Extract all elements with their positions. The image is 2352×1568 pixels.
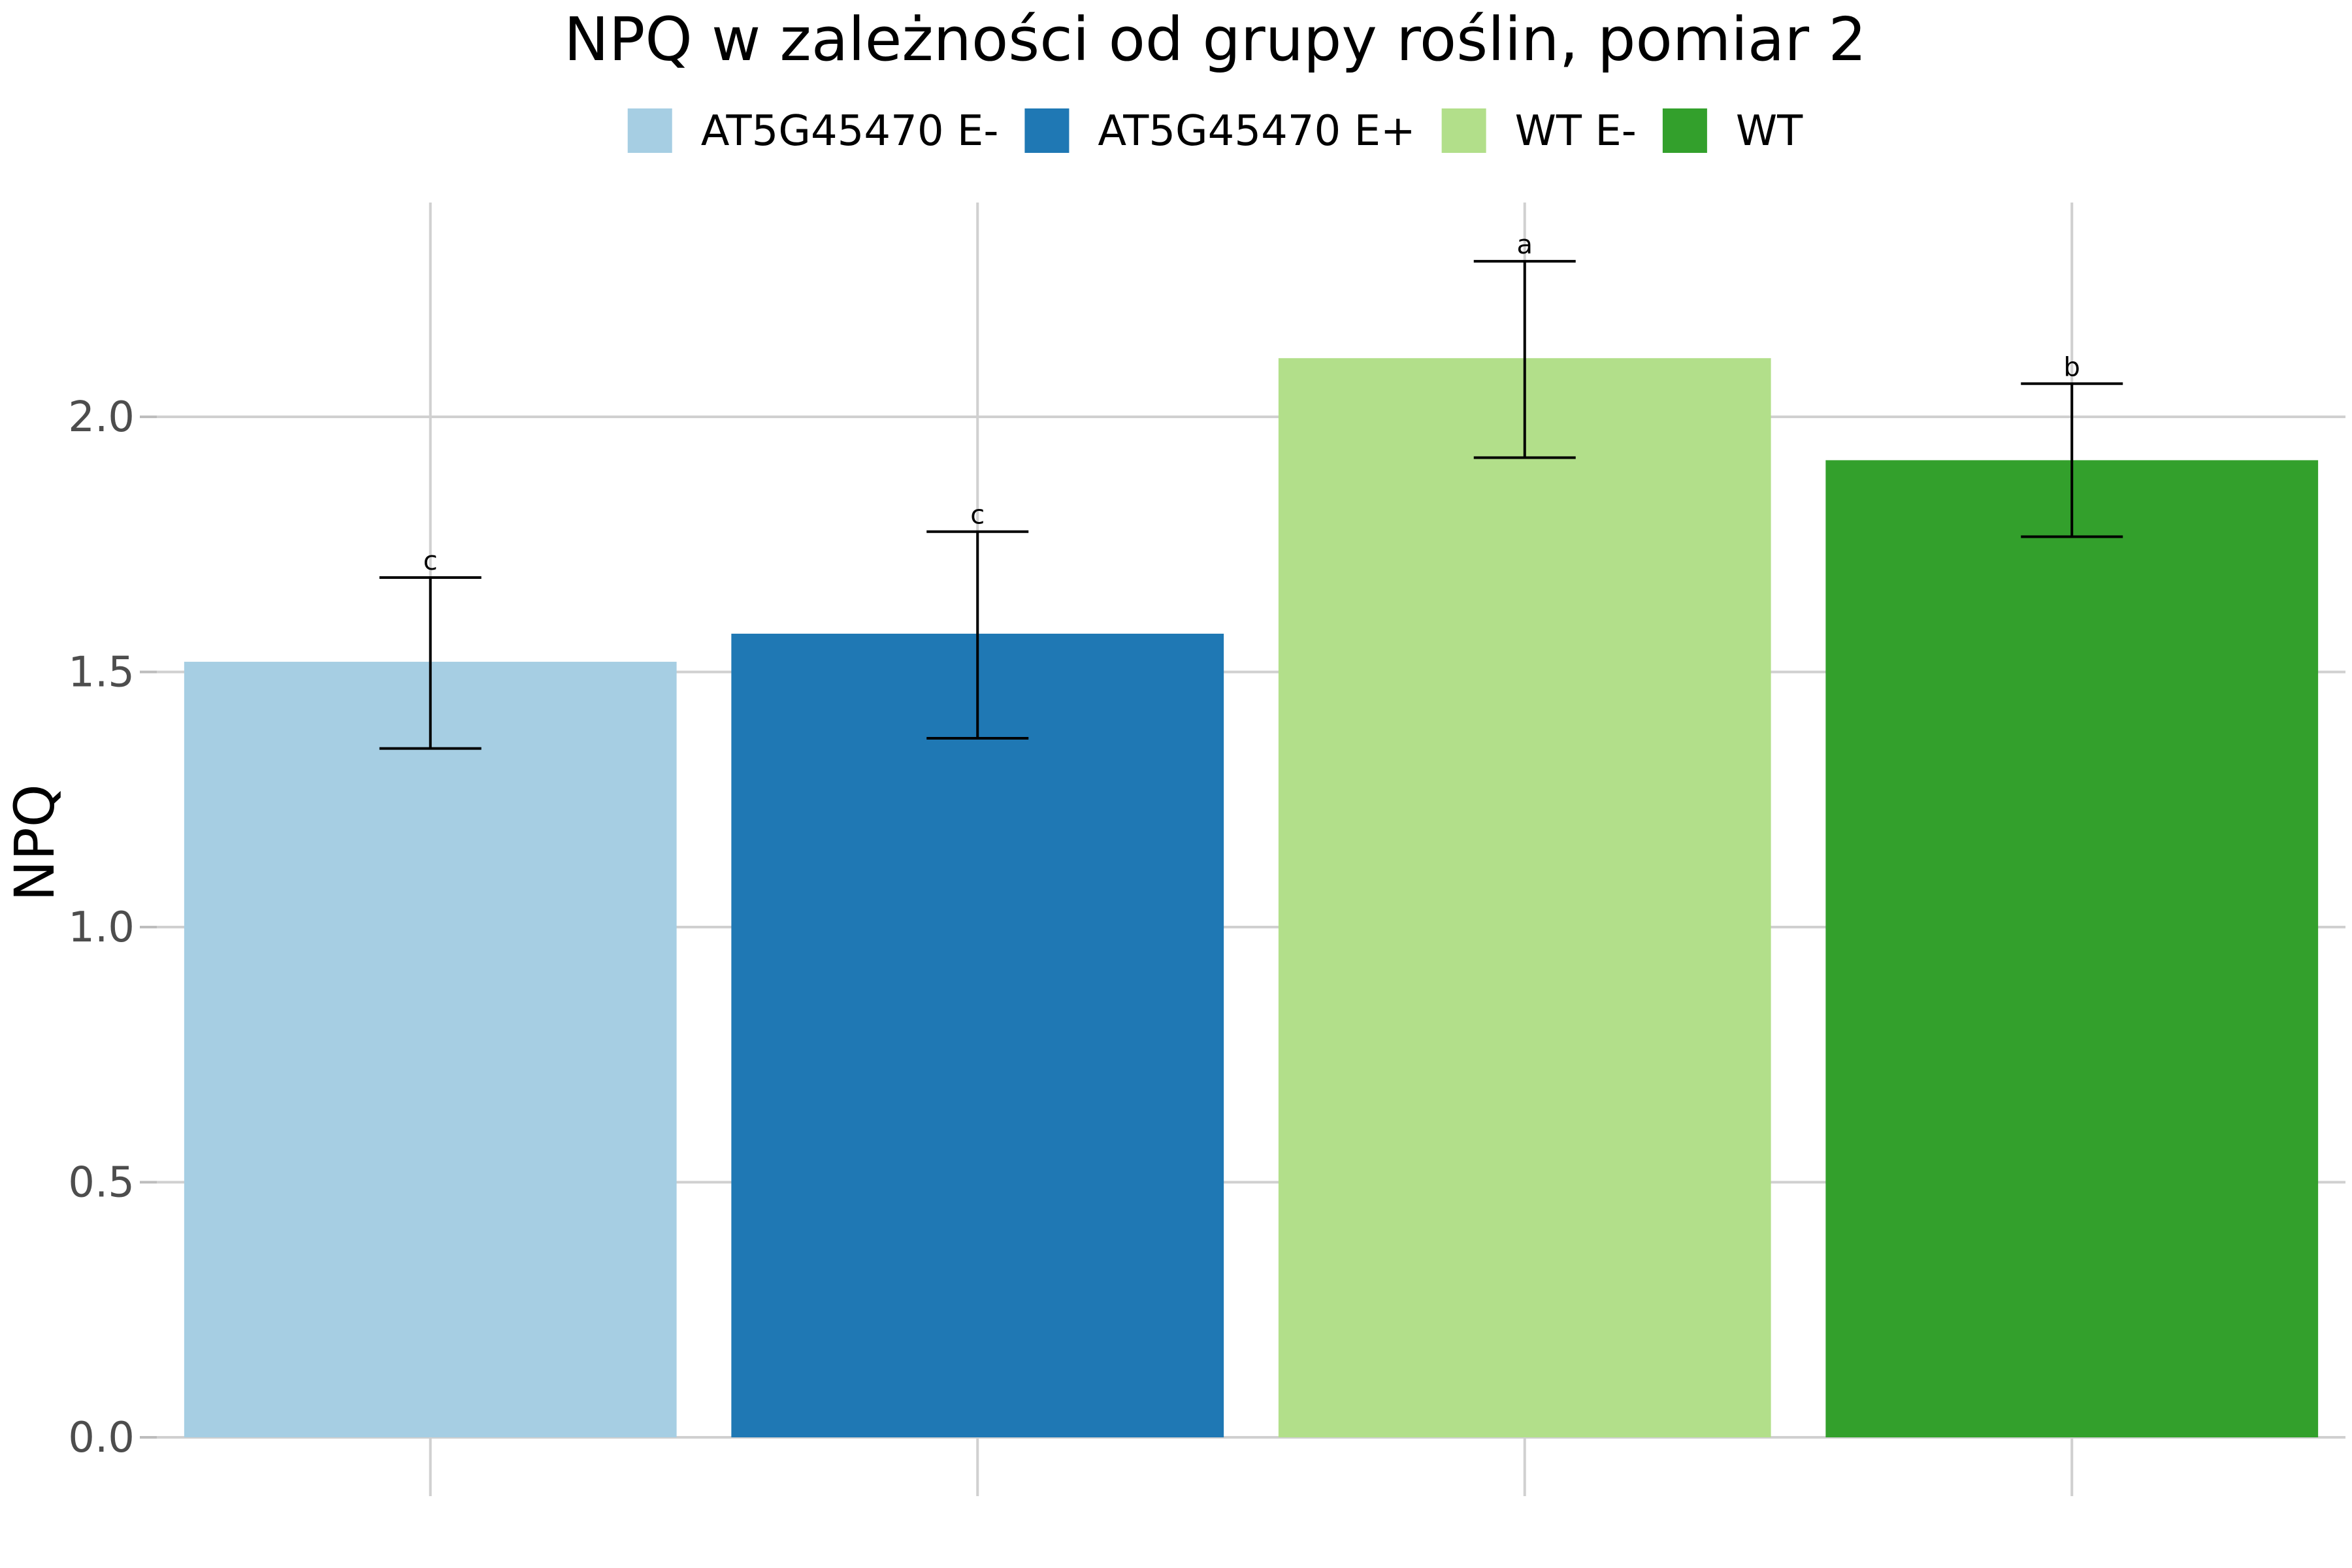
- y-axis: 0.0 0.5 1.0 1.5 2.0: [68, 393, 157, 1462]
- bars: [184, 358, 2319, 1438]
- y-tick-label-1: 0.5: [68, 1159, 135, 1207]
- legend: AT5G45470 E- AT5G45470 E+ WT E- WT: [627, 107, 1803, 155]
- significance-label-0: c: [423, 546, 438, 576]
- bar-2: [1278, 358, 1771, 1438]
- significance-label-3: b: [2064, 352, 2080, 382]
- bar-0: [184, 661, 677, 1437]
- legend-label-1: AT5G45470 E+: [1098, 107, 1415, 155]
- y-tick-label-0: 0.0: [68, 1414, 135, 1462]
- legend-swatch-3: [1662, 108, 1707, 153]
- chart-title: NPQ w zależności od grupy roślin, pomiar…: [564, 5, 1867, 74]
- y-tick-label-3: 1.5: [68, 649, 135, 697]
- bar-3: [1825, 460, 2319, 1437]
- legend-label-3: WT: [1736, 107, 1803, 155]
- significance-label-1: c: [970, 500, 985, 531]
- legend-swatch-0: [627, 108, 672, 153]
- y-axis-label: NPQ: [3, 784, 67, 902]
- legend-swatch-1: [1024, 108, 1070, 153]
- y-tick-label-4: 2.0: [68, 393, 135, 442]
- legend-label-0: AT5G45470 E-: [701, 107, 999, 155]
- y-tick-label-2: 1.0: [68, 904, 135, 952]
- error-bars: c c a b: [379, 230, 2123, 750]
- legend-label-2: WT E-: [1515, 107, 1637, 155]
- legend-swatch-2: [1441, 108, 1486, 153]
- significance-label-2: a: [1516, 230, 1533, 260]
- bar-1: [731, 633, 1224, 1437]
